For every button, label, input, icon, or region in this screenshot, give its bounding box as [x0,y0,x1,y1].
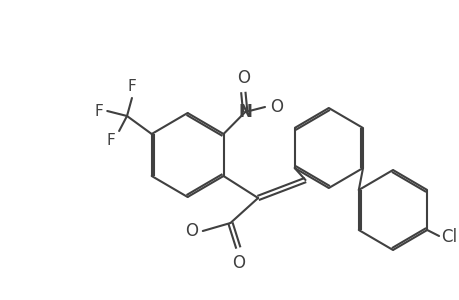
Text: Cl: Cl [440,228,456,246]
Text: O: O [269,98,282,116]
Text: F: F [106,133,115,148]
Text: O: O [231,254,244,272]
Text: F: F [127,79,136,94]
Text: O: O [185,222,197,240]
Text: N: N [238,103,252,121]
Text: F: F [95,103,103,118]
Text: O: O [236,69,249,87]
